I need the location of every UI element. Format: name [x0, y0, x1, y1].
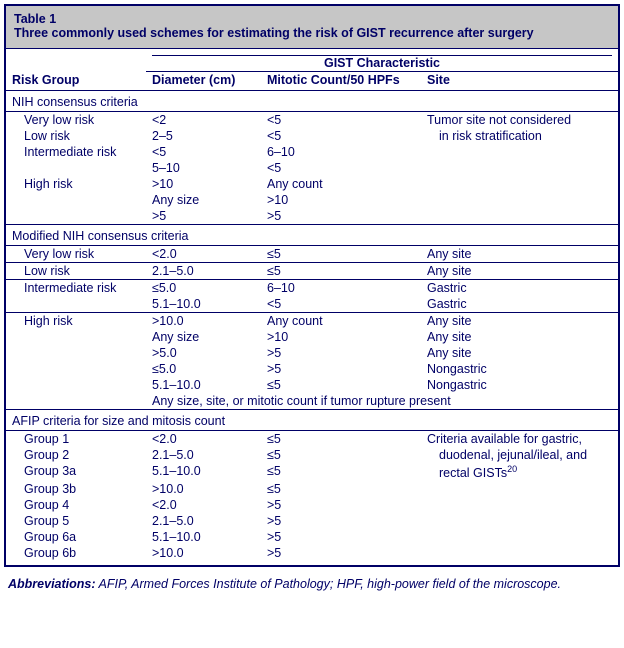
table-title: Three commonly used schemes for estimati…	[14, 26, 610, 40]
col-risk-header: Risk Group	[6, 72, 146, 91]
table-row: Intermediate risk≤5.06–10Gastric	[6, 280, 618, 297]
col-mitotic-header: Mitotic Count/50 HPFs	[261, 72, 421, 91]
col-diameter-header: Diameter (cm)	[146, 72, 261, 91]
afip-site-note-3: rectal GISTs20	[421, 463, 618, 481]
table-row: Group 3a5.1–10.0≤5rectal GISTs20	[6, 463, 618, 481]
risk-table: GIST Characteristic Risk Group Diameter …	[6, 49, 618, 565]
table-row: Group 4<2.0>5	[6, 497, 618, 513]
col-site-header: Site	[421, 72, 618, 91]
table-row: Any size>10Any site	[6, 329, 618, 345]
table-row: Group 6a5.1–10.0>5	[6, 529, 618, 545]
table-row: Group 22.1–5.0≤5duodenal, jejunal/ileal,…	[6, 447, 618, 463]
table-row: Group 1<2.0≤5Criteria available for gast…	[6, 431, 618, 448]
column-header-row: Risk Group Diameter (cm) Mitotic Count/5…	[6, 72, 618, 91]
table-row: Intermediate risk<56–10	[6, 144, 618, 160]
super-header-row: GIST Characteristic	[6, 49, 618, 72]
section-afip-header: AFIP criteria for size and mitosis count	[6, 410, 618, 431]
section-nih-header: NIH consensus criteria	[6, 91, 618, 112]
abbrev-label: Abbreviations:	[8, 577, 96, 591]
table-row: Group 3b>10.0≤5	[6, 481, 618, 497]
super-header: GIST Characteristic	[152, 55, 612, 70]
table-row: Low risk2–5<5in risk stratification	[6, 128, 618, 144]
table-row: 5.1–10.0<5Gastric	[6, 296, 618, 313]
table-label: Table 1	[14, 12, 610, 26]
table-row: Any size>10	[6, 192, 618, 208]
table-row: High risk>10Any count	[6, 176, 618, 192]
table-row: Very low risk<2.0≤5Any site	[6, 246, 618, 263]
table-row: Very low risk<2<5Tumor site not consider…	[6, 112, 618, 129]
table-row: Low risk2.1–5.0≤5Any site	[6, 263, 618, 280]
table-row: 5.1–10.0≤5Nongastric	[6, 377, 618, 393]
table-row: High risk>10.0Any countAny site	[6, 313, 618, 330]
section-mnih-header: Modified NIH consensus criteria	[6, 225, 618, 246]
table-row: 5–10<5	[6, 160, 618, 176]
abbrev-text: AFIP, Armed Forces Institute of Patholog…	[96, 577, 562, 591]
table-row: >5.0>5Any site	[6, 345, 618, 361]
table-title-row: Table 1 Three commonly used schemes for …	[6, 6, 618, 49]
table-container: Table 1 Three commonly used schemes for …	[4, 4, 620, 567]
table-row: Group 6b>10.0>5	[6, 545, 618, 565]
table-row: Any size, site, or mitotic count if tumo…	[6, 393, 618, 410]
table-row: ≤5.0>5Nongastric	[6, 361, 618, 377]
abbreviations: Abbreviations: AFIP, Armed Forces Instit…	[0, 571, 624, 595]
table-row: >5>5	[6, 208, 618, 225]
table-row: Group 52.1–5.0>5	[6, 513, 618, 529]
